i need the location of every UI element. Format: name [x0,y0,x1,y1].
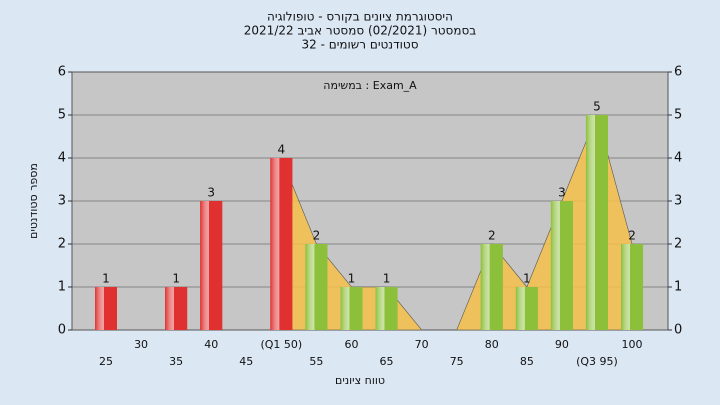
data-label: 1 [523,272,531,286]
y2-tick-label: 2 [674,237,682,252]
data-label: 2 [488,229,496,243]
y-tick-label: 6 [58,65,66,80]
x-tick-label: 75 [450,355,464,368]
x-tick-label: 65 [380,355,394,368]
x-tick-label: 45 [239,355,253,368]
data-label: 3 [558,186,566,200]
y2-tick-label: 6 [674,65,682,80]
bar-shine [480,244,503,330]
x-tick-label: 55 [309,355,323,368]
data-label: 2 [313,229,321,243]
x-tick-label: 25 [99,355,113,368]
x-tick-label: 35 [169,355,183,368]
y2-tick-label: 5 [674,108,682,123]
bar-shine [165,287,188,330]
y2-tick-label: 1 [674,280,682,295]
y-tick-label: 0 [58,323,66,338]
data-label: 1 [383,272,391,286]
y-tick-label: 1 [58,280,66,295]
x-tick-label: 40 [204,338,218,351]
data-label: 2 [628,229,636,243]
bar-shine [585,115,608,330]
bar-shine [515,287,538,330]
x-axis-label: טווח ציונים [335,374,385,387]
y2-tick-label: 0 [674,323,682,338]
x-tick-label: 60 [344,338,358,351]
chart-title: היסטוגרמת ציונים בקורס - טופולוגיה [267,10,453,24]
y-tick-label: 3 [58,194,66,209]
data-label: 3 [207,186,215,200]
y2-tick-label: 3 [674,194,682,209]
data-label: 5 [593,100,601,114]
bar-shine [550,201,573,330]
annotation: במשימה : Exam_A [323,79,417,92]
y-tick-label: 4 [58,151,66,166]
bar-shine [340,287,363,330]
subtitle: סטודנטים רשומים - 32 [301,38,418,52]
bar-shine [95,287,117,330]
y2-tick-label: 4 [674,151,682,166]
data-label: 1 [348,272,356,286]
x-tick-label: 85 [520,355,534,368]
x-tick-label: 80 [485,338,499,351]
x-tick-label: 70 [415,338,429,351]
bar-shine [375,287,398,330]
subtitle: בסמסטר (02/2021) סמסטר אביב 2021/22 [244,24,476,38]
x-tick-label: (Q3 95) [576,355,618,368]
data-label: 1 [102,272,110,286]
y-tick-label: 2 [58,237,66,252]
bar-shine [621,244,644,330]
x-tick-label: 30 [134,338,148,351]
x-tick-label: 90 [555,338,569,351]
bar-shine [305,244,328,330]
y-tick-label: 5 [58,108,66,123]
data-label: 1 [172,272,180,286]
data-label: 4 [278,143,286,157]
x-tick-label: (Q1 50) [260,338,302,351]
y-axis-label: מספר סטודנטים [27,163,40,239]
x-tick-label: 100 [622,338,643,351]
bar-shine [200,201,223,330]
bar-shine [270,158,293,330]
